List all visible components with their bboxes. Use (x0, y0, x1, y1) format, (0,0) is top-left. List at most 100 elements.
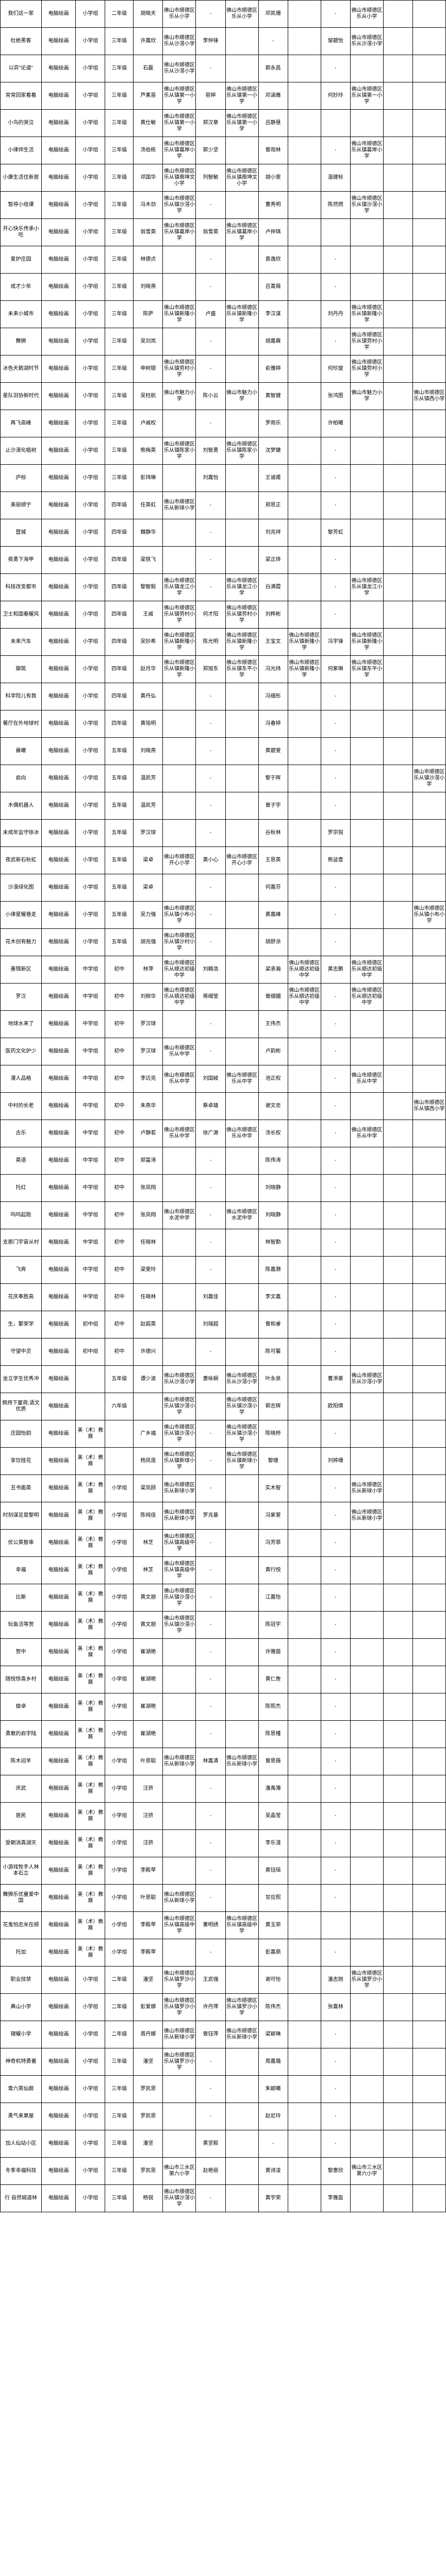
table-cell: 花庆奉胜高 (1, 1284, 42, 1311)
table-cell: 五年级 (105, 1366, 134, 1393)
table-cell (412, 1502, 445, 1530)
table-cell: 胡小雯 (258, 164, 288, 192)
table-cell: 赵尼玲 (258, 2103, 288, 2130)
table-cell (350, 1912, 383, 1939)
table-cell (350, 738, 383, 765)
table-cell (350, 683, 383, 710)
table-cell: 小康生活住新居 (1, 164, 42, 192)
table-cell: - (321, 1584, 350, 1612)
table-cell: - (321, 1311, 350, 1338)
table-cell (412, 465, 445, 492)
table-cell: 电脑绘画 (42, 410, 76, 437)
table-cell: 佛山市顺德区乐从镇高级中学 (163, 1530, 196, 1557)
table-cell: 吴柱航 (134, 383, 163, 410)
table-cell (163, 792, 196, 820)
table-cell: 小学组 (105, 1775, 134, 1803)
table-cell: - (196, 1775, 225, 1803)
table-cell (225, 820, 258, 847)
table-cell: 黄智健 (258, 383, 288, 410)
table-cell: 电脑绘画 (42, 874, 76, 902)
table-row: 冬季幸福科技电脑绘画小学组三年级罗凯思佛山市三水区第六小学赵艳丽黄诗凌黎惠欣佛山… (1, 2158, 446, 2185)
table-cell: 五年级 (105, 792, 134, 820)
table-cell: - (321, 1721, 350, 1748)
table-cell (383, 1857, 412, 1885)
table-cell: 佛山市顺德区乐从镇西小学 (412, 1093, 445, 1120)
table-cell (225, 137, 258, 164)
table-cell (412, 28, 445, 55)
table-cell: 佛山市顺德区乐从镇南坤文小学 (225, 164, 258, 192)
table-cell (383, 1257, 412, 1284)
table-cell: 飞奔 (1, 1257, 42, 1284)
table-cell (383, 137, 412, 164)
table-cell: 罗凯思 (134, 2076, 163, 2103)
table-cell: - (196, 1693, 225, 1721)
table-cell: 佛山市三水区第六小学 (350, 2158, 383, 2185)
table-cell: 佛山市顺德区乐从新球小学 (163, 1475, 196, 1502)
table-cell (412, 137, 445, 164)
table-cell: 电脑绘画 (42, 710, 76, 738)
table-cell (383, 2103, 412, 2130)
table-cell (412, 82, 445, 110)
table-cell: 潘坚 (134, 1967, 163, 1994)
table-cell: 胡晓天 (134, 1, 163, 28)
table-cell: 谢文忠 (258, 1093, 288, 1120)
table-cell (383, 246, 412, 274)
table-cell (225, 1257, 258, 1284)
table-cell: - (321, 1748, 350, 1775)
table-cell: 佛山市顺德区乐从中学 (163, 1038, 196, 1065)
table-cell: 电脑绘画 (42, 765, 76, 792)
table-cell: - (321, 1038, 350, 1065)
table-cell: 佛山市顺德区乐从镇第一小学 (163, 82, 196, 110)
table-row: 未成年监守徐冰电脑绘画小学组五年级罗汉球-谷秋林罗宗锐 (1, 820, 446, 847)
table-cell (350, 1721, 383, 1748)
table-cell: 佛山市顺德区乐从沙滘小学 (225, 1366, 258, 1393)
table-cell: 吴力强 (134, 902, 163, 929)
table-cell (288, 28, 321, 55)
table-cell (225, 55, 258, 82)
table-cell (288, 1284, 321, 1311)
table-cell: 电脑绘画 (42, 683, 76, 710)
table-cell (383, 629, 412, 656)
table-cell: - (321, 1557, 350, 1584)
table-cell: 沙漠绿化图 (1, 874, 42, 902)
table-cell (163, 1338, 196, 1366)
table-cell: 佛山市顺德区乐从镇葛岸小学 (350, 137, 383, 164)
table-cell: 黄文朋 (134, 1584, 163, 1612)
table-cell (383, 2021, 412, 2048)
table-cell (134, 1393, 163, 1420)
table-cell (163, 1721, 196, 1748)
table-cell: 电脑绘画 (42, 192, 76, 219)
table-row: 受朝消真湖天电脑绘画美（术）教展小学组汪挤-李乐潽- (1, 1830, 446, 1857)
table-cell (225, 1612, 258, 1639)
table-cell (383, 164, 412, 192)
table-cell: 冬季幸福科技 (1, 2158, 42, 2185)
table-cell: 小学组 (76, 355, 105, 383)
table-cell: 小学组 (76, 519, 105, 547)
table-cell: - (321, 1530, 350, 1557)
table-cell (412, 2130, 445, 2158)
table-row: 陈木迎羊电脑绘画美（术）教展小学组叶思聪佛山市顺德区乐从新球小学林嘉清佛山市顺德… (1, 1748, 446, 1775)
table-cell (350, 2048, 383, 2076)
table-cell (225, 1775, 258, 1803)
table-cell (412, 1584, 445, 1612)
table-row: 中村的长老电脑绘画中学组初中朱燕华蔡卓雄谢文忠-佛山市顺德区乐从镇西小学 (1, 1093, 446, 1120)
table-cell (412, 437, 445, 465)
table-cell: 陈萨 (134, 301, 163, 328)
table-cell: - (321, 1065, 350, 1093)
table-cell: 佛山市顺德区乐从镇新球小学 (163, 1448, 196, 1475)
table-cell: 托红 (1, 1175, 42, 1202)
table-cell: - (321, 328, 350, 355)
table-cell (383, 547, 412, 574)
table-cell (225, 1885, 258, 1912)
table-cell (383, 1803, 412, 1830)
table-cell: 罗兆基 (196, 1502, 225, 1530)
table-cell (383, 765, 412, 792)
table-cell (350, 1994, 383, 2021)
table-cell: 小学组 (76, 437, 105, 465)
table-cell: 电脑绘画 (42, 1502, 76, 1530)
table-cell: 二年级 (105, 1, 134, 28)
table-cell (288, 1065, 321, 1093)
table-cell: 电脑绘画 (42, 1338, 76, 1366)
table-cell: - (196, 710, 225, 738)
table-cell: 小学组 (105, 1830, 134, 1857)
